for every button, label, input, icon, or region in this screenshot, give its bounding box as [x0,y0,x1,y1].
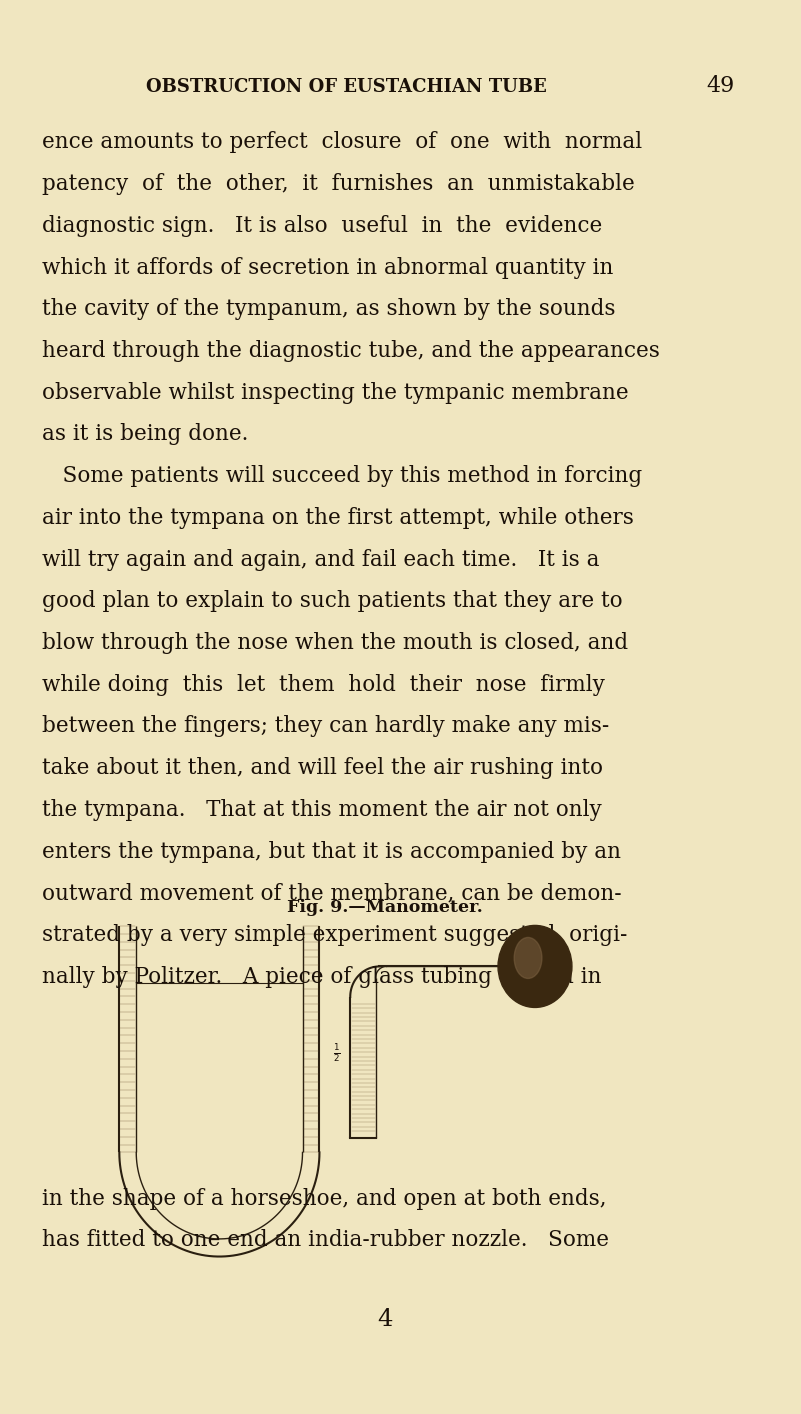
Text: observable whilst inspecting the tympanic membrane: observable whilst inspecting the tympani… [42,382,629,404]
Text: between the fingers; they can hardly make any mis-: between the fingers; they can hardly mak… [42,715,610,738]
Text: Some patients will succeed by this method in forcing: Some patients will succeed by this metho… [42,465,642,488]
Text: blow through the nose when the mouth is closed, and: blow through the nose when the mouth is … [42,632,629,655]
Text: will try again and again, and fail each time.   It is a: will try again and again, and fail each … [42,549,600,571]
Text: $\frac{1}{2}$: $\frac{1}{2}$ [333,1042,341,1065]
Text: the tympana.   That at this moment the air not only: the tympana. That at this moment the air… [42,799,602,822]
Text: good plan to explain to such patients that they are to: good plan to explain to such patients th… [42,590,623,612]
Text: take about it then, and will feel the air rushing into: take about it then, and will feel the ai… [42,756,603,779]
Text: in the shape of a horseshoe, and open at both ends,: in the shape of a horseshoe, and open at… [42,1188,607,1210]
Text: while doing  this  let  them  hold  their  nose  firmly: while doing this let them hold their nos… [42,673,606,696]
Text: Fig. 9.—Manometer.: Fig. 9.—Manometer. [287,899,483,916]
Ellipse shape [498,925,572,1007]
Text: nally by Politzer.   A piece of glass tubing curved in: nally by Politzer. A piece of glass tubi… [42,966,602,988]
Text: 49: 49 [706,75,735,98]
Text: OBSTRUCTION OF EUSTACHIAN TUBE: OBSTRUCTION OF EUSTACHIAN TUBE [146,78,547,96]
Ellipse shape [514,937,542,978]
Text: as it is being done.: as it is being done. [42,423,249,445]
Text: air into the tympana on the first attempt, while others: air into the tympana on the first attemp… [42,506,634,529]
Text: has fitted to one end an india-rubber nozzle.   Some: has fitted to one end an india-rubber no… [42,1229,610,1251]
Text: strated by a very simple experiment suggested  origi-: strated by a very simple experiment sugg… [42,923,628,946]
Text: the cavity of the tympanum, as shown by the sounds: the cavity of the tympanum, as shown by … [42,298,616,321]
Text: diagnostic sign.   It is also  useful  in  the  evidence: diagnostic sign. It is also useful in th… [42,215,602,238]
Text: enters the tympana, but that it is accompanied by an: enters the tympana, but that it is accom… [42,840,622,863]
Text: heard through the diagnostic tube, and the appearances: heard through the diagnostic tube, and t… [42,339,660,362]
Text: patency  of  the  other,  it  furnishes  an  unmistakable: patency of the other, it furnishes an un… [42,173,635,195]
Text: 4: 4 [377,1308,392,1332]
Text: which it affords of secretion in abnormal quantity in: which it affords of secretion in abnorma… [42,256,614,279]
Text: ence amounts to perfect  closure  of  one  with  normal: ence amounts to perfect closure of one w… [42,132,642,154]
Text: outward movement of the membrane, can be demon-: outward movement of the membrane, can be… [42,882,622,905]
